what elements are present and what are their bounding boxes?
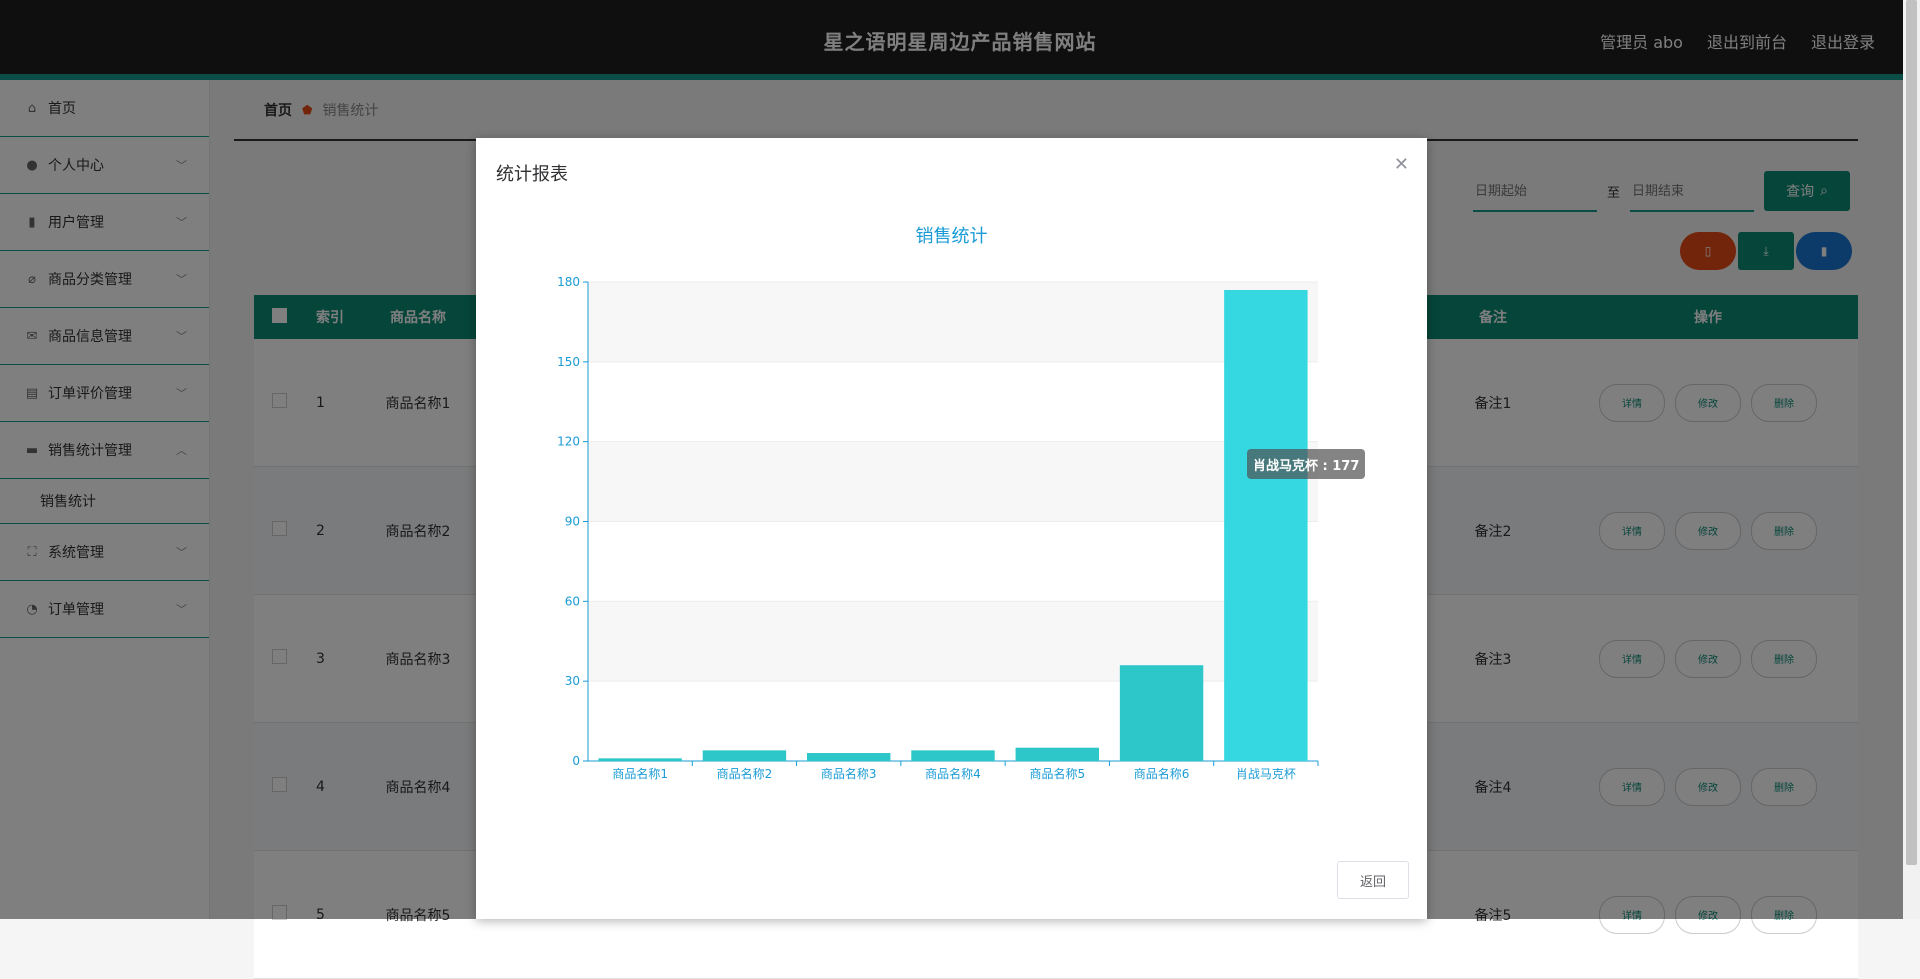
grid-band [588,282,1318,362]
x-tick-label: 商品名称1 [612,766,668,781]
grid-band [588,441,1318,522]
x-tick-label: 商品名称5 [1029,766,1085,781]
bar [598,758,682,761]
y-tick-label: 0 [572,754,580,768]
bar [1015,747,1099,761]
back-button[interactable]: 返回 [1337,861,1409,899]
bar [807,753,891,761]
y-tick-label: 120 [557,435,580,449]
page-scrollbar[interactable] [1903,0,1920,919]
x-tick-label: 商品名称3 [821,766,877,781]
y-tick-label: 90 [565,515,580,529]
chart-title: 销售统计 [915,226,988,247]
x-tick-label: 肖战马克杯 [1236,767,1296,781]
bar [911,750,995,761]
y-tick-label: 150 [557,355,580,369]
dialog-title: 统计报表 [496,164,568,185]
bar [1224,289,1308,761]
scrollbar-thumb[interactable] [1906,0,1917,865]
chart-tooltip: 肖战马克杯 : 177 [1247,449,1366,479]
stats-report-dialog: 统计报表 ✕ 销售统计 0 30 60 90 120 150 180 商品名称1 商品名称2 商品… [476,138,1427,919]
y-tick-label: 60 [565,594,580,608]
x-tick-label: 商品名称6 [1134,766,1190,781]
bar [702,750,787,761]
sales-bar-chart: 0 30 60 90 120 150 180 商品名称1 商品名称2 商品名称3 商品名称4 商品名称… [557,275,1319,781]
y-tick-label: 180 [557,275,580,289]
close-icon[interactable]: ✕ [1393,154,1409,175]
grid-band [588,601,1318,682]
y-tick-label: 30 [565,674,580,688]
x-tick-label: 商品名称4 [925,766,981,781]
bar [1119,665,1204,761]
x-tick-label: 商品名称2 [717,766,773,781]
